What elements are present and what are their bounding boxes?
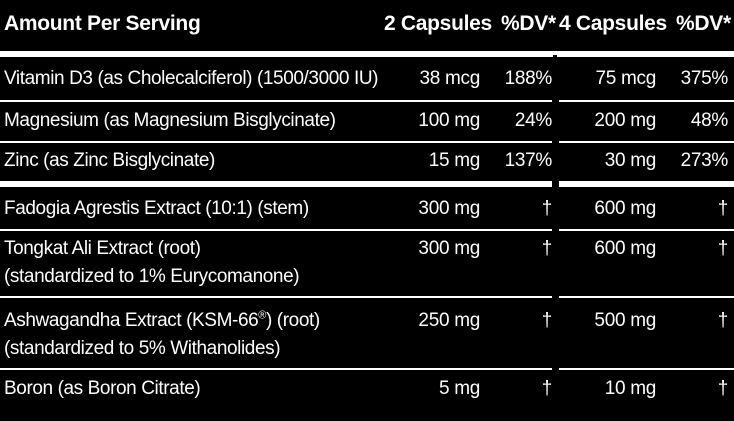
header-dv-2: %DV*	[676, 12, 731, 35]
amount-2-capsules: 250 mg	[418, 310, 480, 331]
dv-4-capsules: 48%	[690, 110, 728, 131]
ingredient-standardization: (standardized to 1% Eurycomanone)	[4, 266, 300, 287]
row-divider	[0, 141, 552, 143]
amount-2-capsules: 300 mg	[418, 238, 480, 259]
amount-2-capsules: 100 mg	[418, 110, 480, 131]
header-divider	[0, 51, 734, 57]
amount-2-capsules: 15 mg	[428, 150, 481, 171]
section-divider	[559, 181, 734, 187]
dv-4-capsules: †	[717, 378, 729, 399]
row-divider	[0, 229, 552, 231]
ingredient-name: Boron (as Boron Citrate)	[4, 378, 201, 399]
dv-2-capsules: †	[541, 238, 553, 259]
ingredient-name-tail: ) (root)	[266, 310, 320, 331]
dv-4-capsules: †	[717, 198, 729, 219]
row-divider	[559, 296, 734, 298]
table-header: Amount Per Serving 2 Capsules %DV* 4 Cap…	[0, 0, 734, 50]
amount-4-capsules: 600 mg	[594, 198, 656, 219]
amount-2-capsules: 300 mg	[418, 198, 480, 219]
row-divider	[559, 100, 734, 102]
row-divider	[559, 229, 734, 231]
amount-4-capsules: 30 mg	[604, 150, 657, 171]
ingredient-name-main: Ashwagandha Extract (KSM-66	[4, 310, 259, 331]
amount-4-capsules: 10 mg	[604, 378, 657, 399]
ingredient-name: Zinc (as Zinc Bisglycinate)	[4, 150, 215, 171]
dv-4-capsules: †	[717, 310, 729, 331]
dv-2-capsules: 137%	[504, 150, 553, 171]
header-4-capsules: 4 Capsules	[559, 12, 667, 35]
ingredient-name: Magnesium (as Magnesium Bisglycinate)	[4, 110, 336, 131]
row-divider	[0, 296, 552, 298]
amount-4-capsules: 500 mg	[594, 310, 656, 331]
header-amount-per-serving: Amount Per Serving	[4, 12, 201, 35]
dv-2-capsules: †	[541, 378, 553, 399]
dv-4-capsules: 273%	[680, 150, 729, 171]
ingredient-name: Ashwagandha Extract (KSM-66®) (root)	[4, 308, 320, 334]
header-dv-1: %DV*	[501, 12, 556, 35]
column-group-gap	[553, 55, 557, 421]
row-divider	[559, 368, 734, 370]
dv-2-capsules: 188%	[504, 68, 553, 89]
dv-4-capsules: †	[717, 238, 729, 259]
ingredient-name: Vitamin D3 (as Cholecalciferol) (1500/30…	[4, 68, 379, 89]
header-2-capsules: 2 Capsules	[384, 12, 492, 35]
amount-4-capsules: 75 mcg	[595, 68, 656, 89]
dv-4-capsules: 375%	[680, 68, 729, 89]
registered-mark: ®	[258, 309, 266, 322]
dv-2-capsules: †	[541, 310, 553, 331]
ingredient-standardization: (standardized to 5% Withanolides)	[4, 338, 281, 359]
section-divider	[0, 181, 552, 187]
amount-2-capsules: 5 mg	[438, 378, 480, 399]
amount-4-capsules: 200 mg	[594, 110, 656, 131]
dv-2-capsules: 24%	[514, 110, 552, 131]
ingredient-name: Fadogia Agrestis Extract (10:1) (stem)	[4, 198, 309, 219]
amount-4-capsules: 600 mg	[594, 238, 656, 259]
ingredient-name: Tongkat Ali Extract (root)	[4, 238, 201, 259]
amount-2-capsules: 38 mcg	[419, 68, 480, 89]
dv-2-capsules: †	[541, 198, 553, 219]
row-divider	[0, 100, 552, 102]
row-divider	[0, 368, 552, 370]
row-divider	[559, 141, 734, 143]
